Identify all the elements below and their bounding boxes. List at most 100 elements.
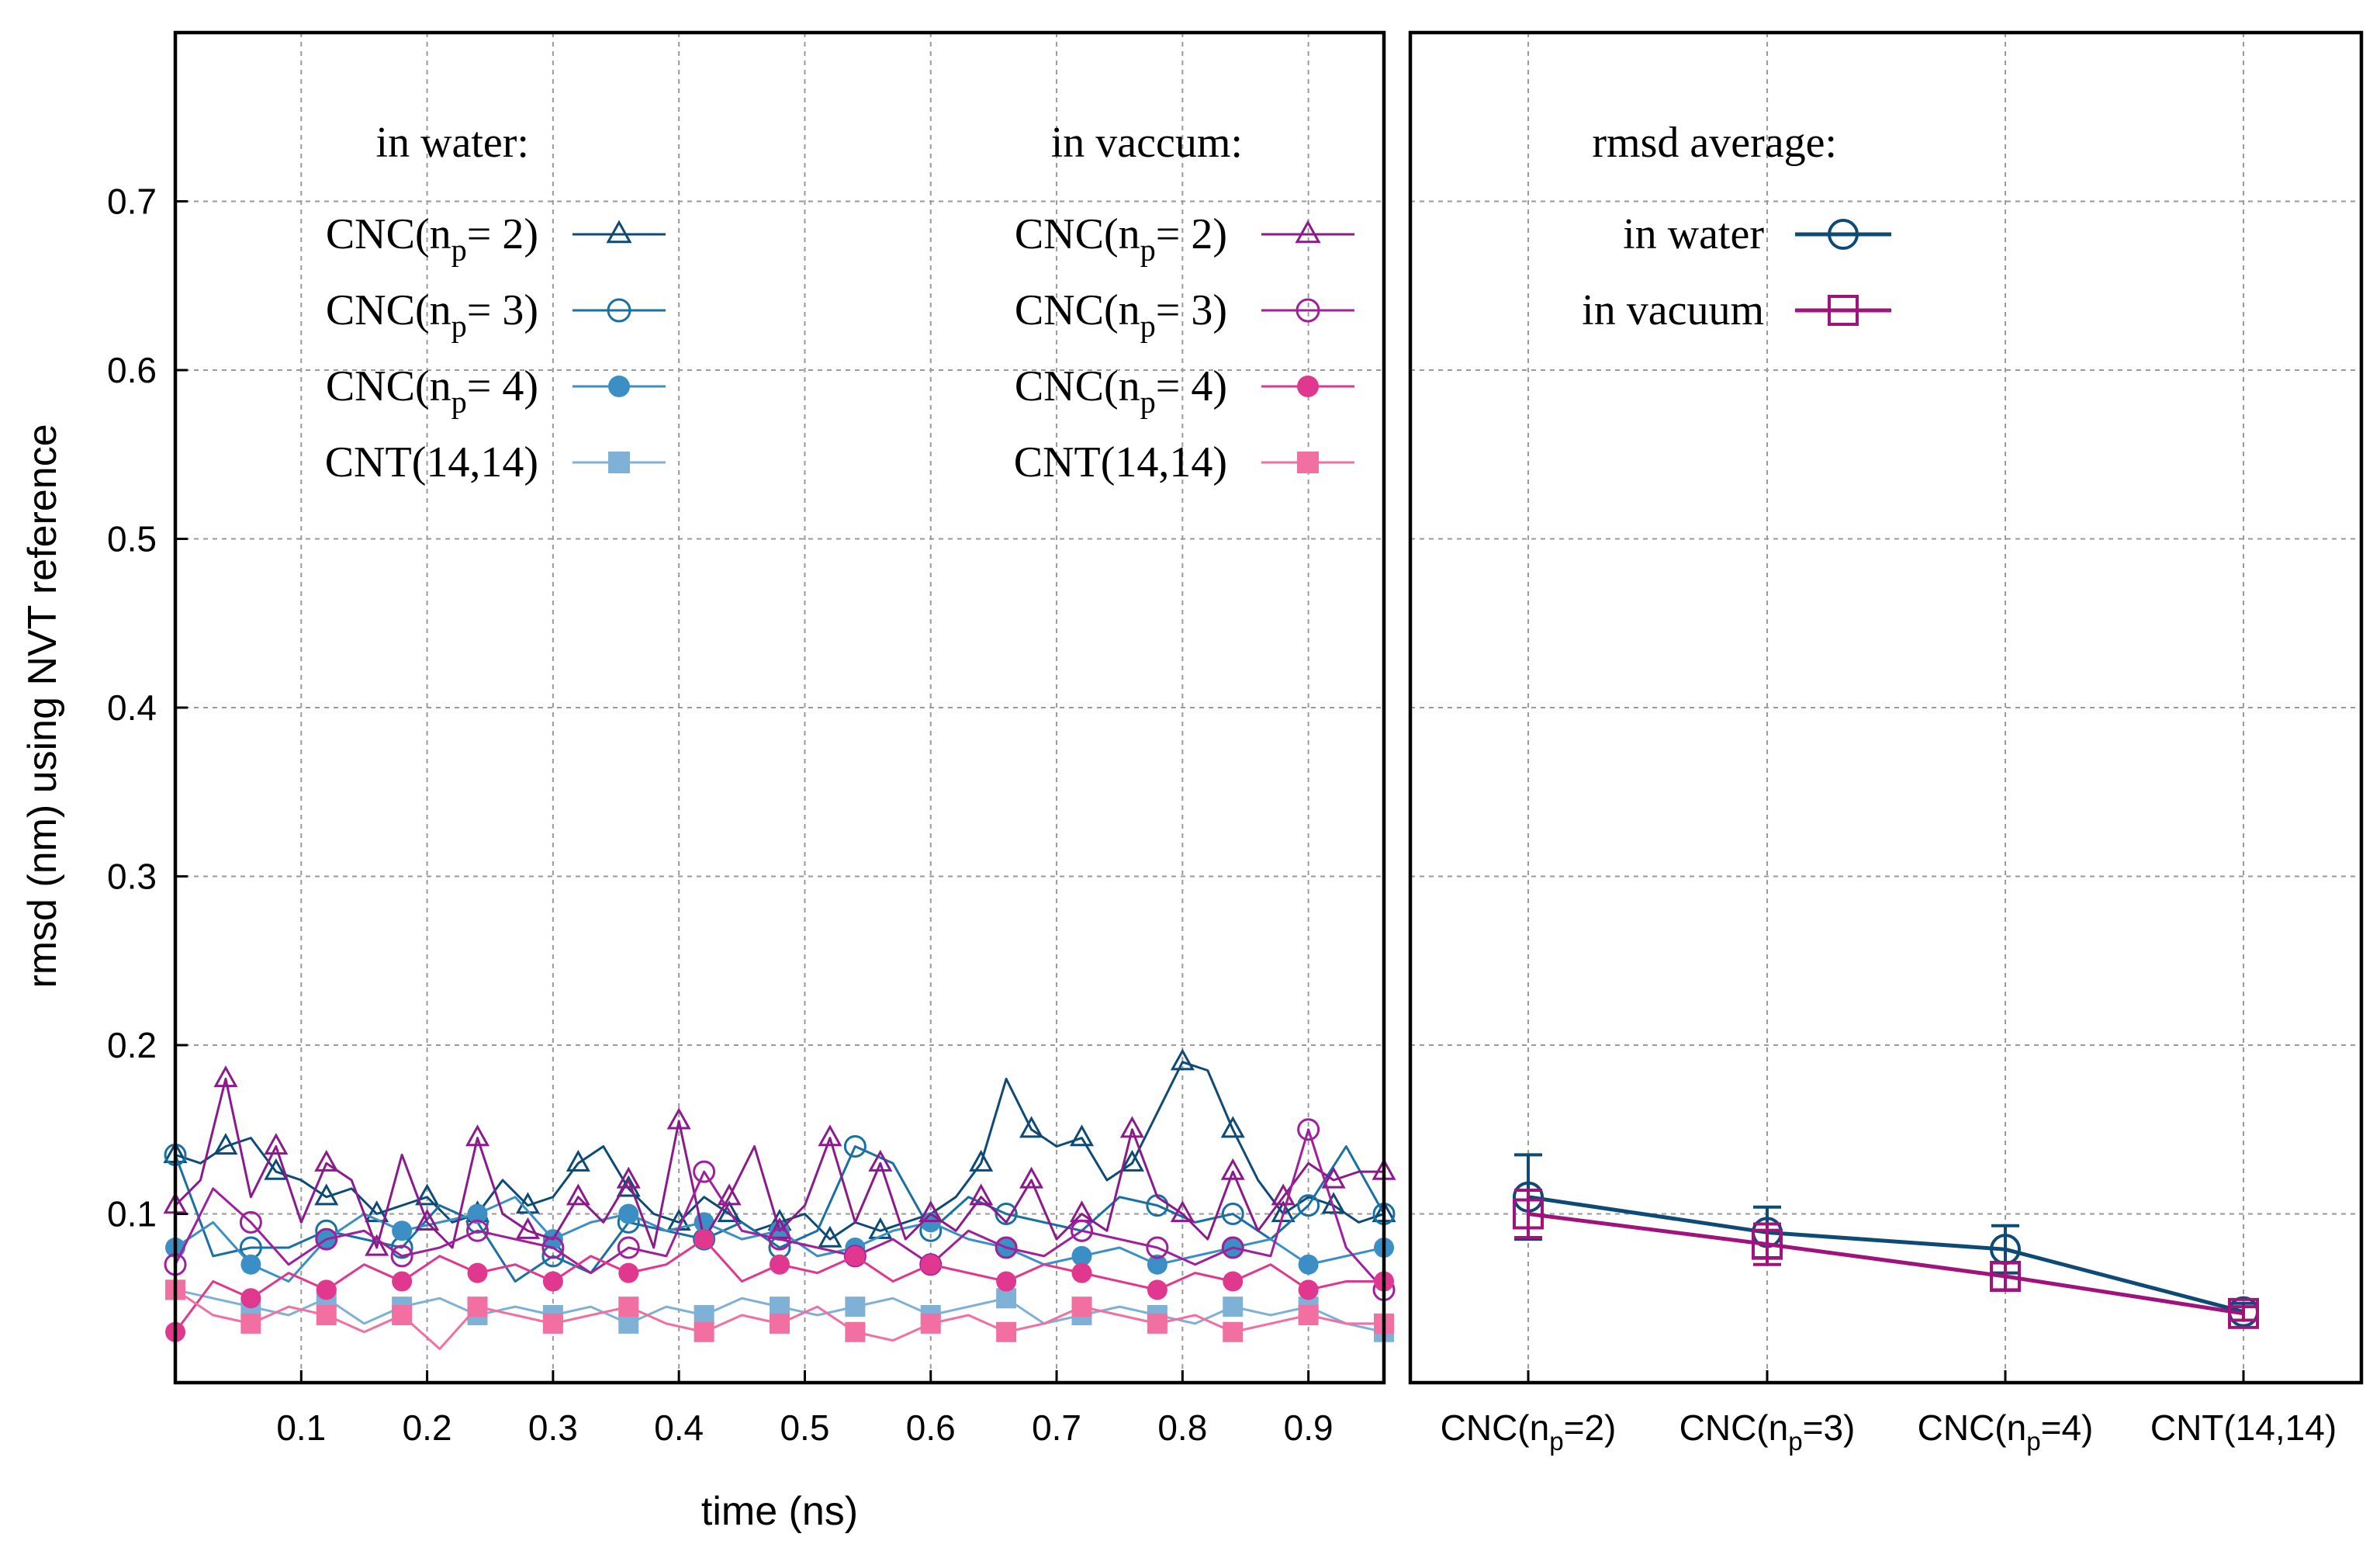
x-tick-label: 0.7 — [1032, 1407, 1081, 1448]
x-tick-label: 0.2 — [403, 1407, 452, 1448]
data-point — [770, 1297, 790, 1317]
data-point — [240, 1288, 261, 1309]
data-point — [240, 1313, 261, 1334]
data-point — [1170, 1200, 1195, 1223]
legend-label-base: CNC(n — [1015, 210, 1140, 258]
data-point — [390, 1245, 413, 1268]
data-point — [1220, 1158, 1245, 1180]
category-label-base: CNC(n — [1441, 1407, 1550, 1448]
data-point — [995, 1203, 1018, 1225]
data-point — [918, 1200, 943, 1223]
x-axis-label: time (ns) — [701, 1489, 858, 1534]
data-point — [1147, 1254, 1168, 1275]
data-point — [995, 1236, 1018, 1259]
data-point — [618, 1297, 639, 1317]
y-tick-label: 0.2 — [107, 1025, 157, 1065]
series-line — [174, 1078, 1384, 1249]
legend-label-base: CNC(n — [326, 210, 451, 258]
data-point — [1271, 1200, 1296, 1223]
category-label-rest: =4) — [2041, 1407, 2094, 1448]
legend-label-rest: = 4) — [1156, 362, 1227, 410]
data-point — [1119, 1149, 1144, 1172]
data-point — [843, 1135, 867, 1158]
data-point — [415, 1183, 440, 1206]
data-point — [818, 1225, 842, 1248]
data-point — [868, 1149, 893, 1172]
category-label-sub: p — [1788, 1428, 1802, 1456]
data-point — [694, 1305, 714, 1325]
category-label-rest: =2) — [1564, 1407, 1617, 1448]
y-tick-label: 0.5 — [107, 519, 157, 559]
data-point — [666, 1107, 691, 1130]
x-tick-label: 0.5 — [780, 1407, 829, 1448]
data-point — [617, 1236, 640, 1259]
legend-marker — [1295, 220, 1321, 244]
legend-label: in vacuum — [1582, 286, 1764, 334]
series-8 — [165, 1279, 1394, 1350]
data-point — [845, 1321, 866, 1342]
data-point — [818, 1124, 842, 1147]
legend-label-rest: = 3) — [467, 286, 538, 334]
data-point — [1221, 1236, 1244, 1259]
x-tick-label: 0.3 — [528, 1407, 578, 1448]
data-point — [542, 1271, 563, 1292]
data-point — [868, 1217, 893, 1239]
data-point — [618, 1313, 639, 1334]
legend-entry: CNC(np= 2) — [326, 210, 666, 268]
series-1 — [163, 1048, 1396, 1248]
data-point — [1223, 1321, 1244, 1342]
avg-line — [1527, 1212, 2244, 1316]
legend-label: in water — [1623, 210, 1764, 258]
legend-label-sub: p — [1140, 233, 1156, 268]
data-point — [1071, 1245, 1092, 1266]
data-point — [920, 1254, 941, 1275]
data-point — [465, 1124, 490, 1147]
legend-entry: CNC(np= 4) — [326, 362, 666, 420]
average-layer — [1513, 1153, 2259, 1329]
data-point — [1069, 1124, 1095, 1147]
legend-entry: CNC(np= 2) — [1015, 210, 1354, 268]
category-label-sub: p — [2026, 1428, 2040, 1456]
grid-layer — [175, 33, 2361, 1383]
data-point — [1321, 1192, 1346, 1214]
legend-label: CNC(np= 4) — [1015, 362, 1227, 420]
y-tick-label: 0.6 — [107, 350, 157, 390]
data-point — [316, 1279, 337, 1300]
data-point — [996, 1271, 1017, 1292]
legend-title-average: rmsd average: — [1592, 119, 1837, 167]
data-point — [315, 1227, 338, 1251]
legend-entry: CNC(np= 4) — [1015, 362, 1354, 420]
data-point — [969, 1183, 994, 1206]
legend-label-sub: p — [451, 233, 467, 268]
legend-title-vaccum: in vaccum: — [1051, 119, 1243, 167]
data-point — [392, 1271, 413, 1292]
data-point — [1223, 1297, 1244, 1317]
x-tick-label: 0.4 — [654, 1407, 704, 1448]
data-point — [1071, 1262, 1092, 1283]
legend-label-rest: = 4) — [467, 362, 538, 410]
legend-label-sub: p — [1140, 385, 1156, 420]
data-point — [996, 1288, 1017, 1309]
legend-marker — [608, 452, 630, 473]
y-tick-label: 0.7 — [107, 182, 157, 222]
legend-title-water: in water: — [376, 119, 529, 167]
legend-marker — [607, 298, 631, 323]
avg-series-2 — [1513, 1189, 2259, 1329]
data-point — [1298, 1305, 1319, 1325]
legend-label: CNT(14,14) — [325, 438, 538, 486]
legend-marker — [608, 376, 630, 397]
legend-label-sub: p — [451, 385, 467, 420]
data-point — [1220, 1116, 1245, 1138]
data-point — [1147, 1279, 1168, 1300]
legend-label-base: CNC(n — [326, 286, 451, 334]
avg-point — [1990, 1260, 2021, 1292]
data-point — [1297, 1194, 1320, 1217]
category-label: CNC(np=4) — [1918, 1407, 2094, 1456]
legend-marker — [1297, 452, 1319, 473]
data-point — [264, 1158, 289, 1180]
category-label-base: CNT(14,14) — [2150, 1407, 2337, 1448]
data-point — [213, 1065, 238, 1088]
legend-label-rest: = 2) — [467, 210, 538, 258]
avg-point — [1752, 1228, 1783, 1260]
legend-marker — [1296, 298, 1320, 323]
